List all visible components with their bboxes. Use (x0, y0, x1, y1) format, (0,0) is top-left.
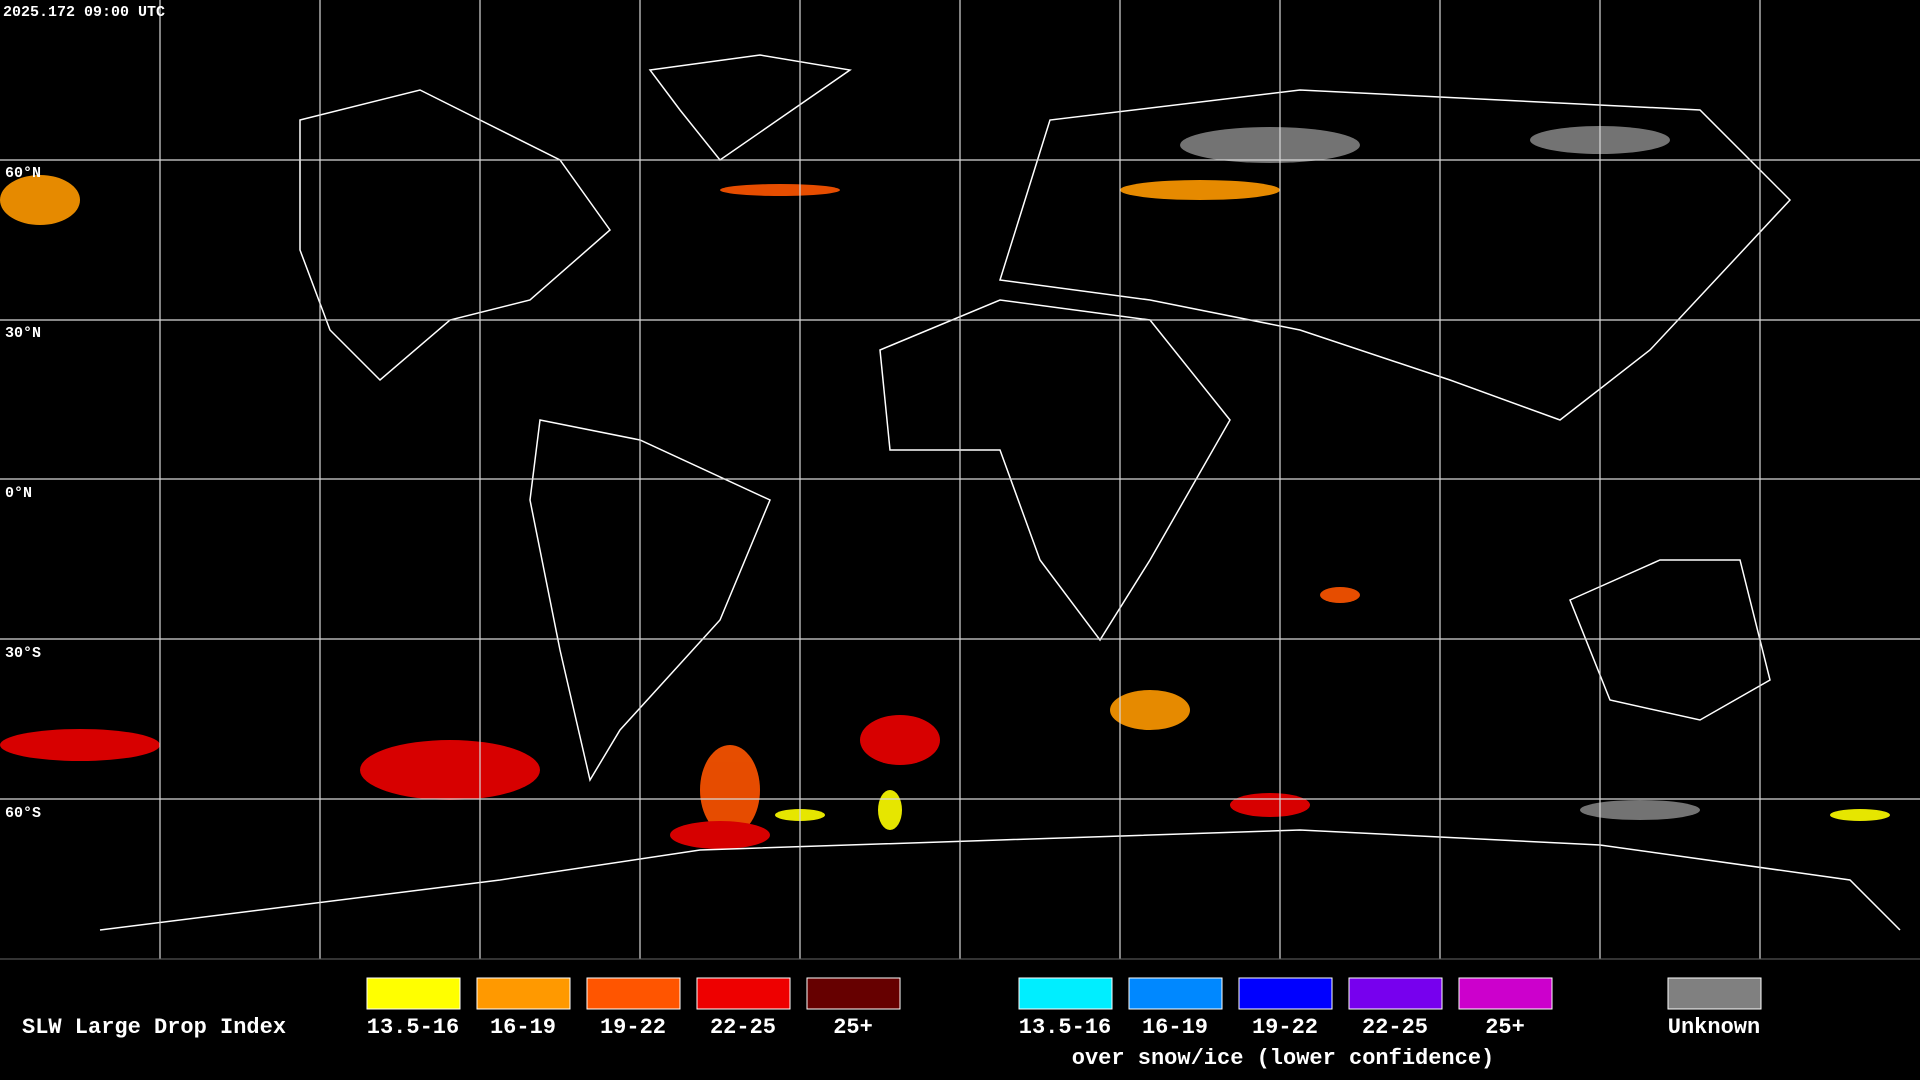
legend-title: SLW Large Drop Index (22, 1015, 286, 1040)
legend-swatch (1667, 977, 1762, 1010)
legend-swatch (476, 977, 571, 1010)
legend-label: 16-19 (490, 1015, 556, 1040)
legend-label: Unknown (1668, 1015, 1760, 1040)
legend-swatch (1018, 977, 1113, 1010)
lat-label: 30°N (5, 325, 41, 342)
legend-label: 19-22 (1252, 1015, 1318, 1040)
legend-label: 13.5-16 (1019, 1015, 1111, 1040)
legend-label: 25+ (1485, 1015, 1525, 1040)
legend-label: 25+ (833, 1015, 873, 1040)
cloud-patches (0, 126, 1890, 849)
legend-swatch (1128, 977, 1223, 1010)
legend-swatch (366, 977, 461, 1010)
lat-label: 60°N (5, 165, 41, 182)
legend-swatch (696, 977, 791, 1010)
timestamp: 2025.172 09:00 UTC (3, 4, 165, 21)
coastlines (99, 54, 1901, 931)
legend-swatch (806, 977, 901, 1010)
legend-swatch (1238, 977, 1333, 1010)
lat-label: 60°S (5, 805, 41, 822)
legend-label: 22-25 (1362, 1015, 1428, 1040)
legend-label: 22-25 (710, 1015, 776, 1040)
lat-label: 30°S (5, 645, 41, 662)
legend-swatch (1458, 977, 1553, 1010)
legend-swatch (586, 977, 681, 1010)
lat-label: 0°N (5, 485, 32, 502)
legend-caption: over snow/ice (lower confidence) (1072, 1046, 1494, 1071)
legend-label: 16-19 (1142, 1015, 1208, 1040)
legend-label: 13.5-16 (367, 1015, 459, 1040)
legend-swatch (1348, 977, 1443, 1010)
graticule (0, 0, 1920, 959)
legend-label: 19-22 (600, 1015, 666, 1040)
